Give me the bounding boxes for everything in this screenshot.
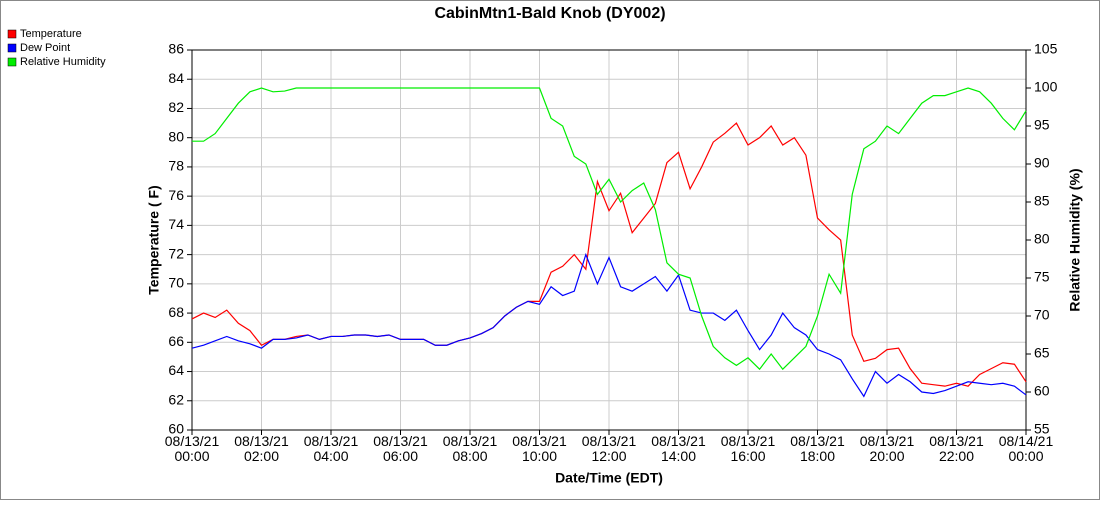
x-tick-label: 08/13/21 10:00 [512, 433, 567, 464]
y-tick-label: 66 [168, 333, 184, 349]
y2-tick-label: 80 [1034, 231, 1050, 247]
legend-swatch [7, 29, 17, 39]
y2-tick-label: 100 [1034, 79, 1058, 95]
y2-tick-label: 85 [1034, 193, 1050, 209]
x-tick-label: 08/13/21 16:00 [721, 433, 776, 464]
y-tick-label: 64 [168, 362, 184, 378]
y-tick-label: 80 [168, 128, 184, 144]
y2-tick-label: 75 [1034, 269, 1050, 285]
x-tick-label: 08/13/21 08:00 [443, 433, 498, 464]
y-tick-label: 78 [168, 158, 184, 174]
series-line [191, 252, 1027, 398]
legend-label: Temperature [20, 28, 82, 40]
y2-tick-label: 90 [1034, 155, 1050, 171]
x-tick-label: 08/13/21 04:00 [304, 433, 359, 464]
x-tick-label: 08/14/21 00:00 [999, 433, 1054, 464]
y-tick-label: 62 [168, 391, 184, 407]
y-tick-label: 68 [168, 304, 184, 320]
y-tick-label: 60 [168, 421, 184, 437]
y2-tick-label: 55 [1034, 421, 1050, 437]
y2-tick-label: 70 [1034, 307, 1050, 323]
y-tick-label: 70 [168, 275, 184, 291]
y2-tick-label: 95 [1034, 117, 1050, 133]
x-axis-label: Date/Time (EDT) [555, 470, 663, 486]
y-axis-label: Temperature ( F) [146, 185, 162, 294]
y2-axis-label: Relative Humidity (%) [1067, 168, 1083, 311]
x-tick-label: 08/13/21 22:00 [929, 433, 984, 464]
y2-tick-label: 60 [1034, 383, 1050, 399]
chart-title: CabinMtn1-Bald Knob (DY002) [434, 5, 665, 22]
y2-tick-label: 105 [1034, 41, 1058, 57]
y-tick-label: 82 [168, 99, 184, 115]
x-tick-label: 08/13/21 14:00 [651, 433, 706, 464]
legend-swatch [7, 43, 17, 53]
plot-frame [191, 49, 1027, 431]
x-tick-label: 08/13/21 18:00 [790, 433, 845, 464]
x-tick-label: 08/13/21 00:00 [165, 433, 220, 464]
y-tick-label: 74 [168, 216, 184, 232]
series-line [192, 87, 1027, 371]
x-tick-label: 08/13/21 20:00 [860, 433, 915, 464]
y-tick-label: 86 [168, 41, 184, 57]
x-tick-label: 08/13/21 12:00 [582, 433, 637, 464]
legend-swatch [7, 57, 17, 67]
x-tick-label: 08/13/21 06:00 [373, 433, 428, 464]
y-tick-label: 84 [168, 70, 184, 86]
x-tick-label: 08/13/21 02:00 [234, 433, 289, 464]
y-tick-label: 72 [168, 245, 184, 261]
y2-tick-label: 65 [1034, 345, 1050, 361]
y-tick-label: 76 [168, 187, 184, 203]
legend-label: Relative Humidity [20, 56, 106, 68]
legend-label: Dew Point [20, 42, 70, 54]
